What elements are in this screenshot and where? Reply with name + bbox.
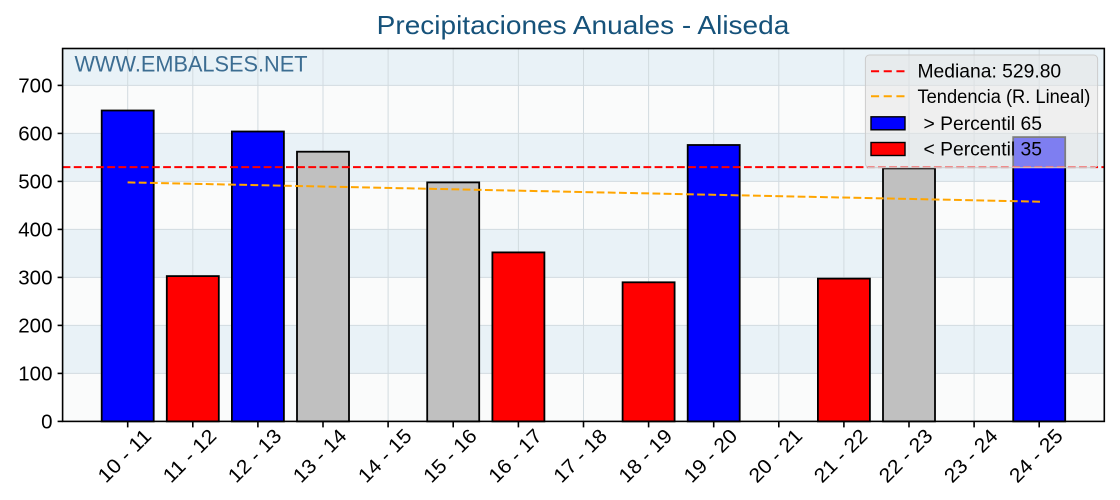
svg-text:400: 400	[18, 219, 52, 242]
svg-text:> Percentil 65: > Percentil 65	[924, 114, 1042, 135]
svg-text:500: 500	[18, 171, 52, 194]
svg-text:100: 100	[18, 363, 52, 386]
svg-text:Precipitaciones Anuales - Alis: Precipitaciones Anuales - Aliseda	[377, 10, 790, 40]
svg-text:WWW.EMBALSES.NET: WWW.EMBALSES.NET	[75, 51, 308, 76]
svg-text:0: 0	[41, 411, 52, 434]
svg-text:Tendencia (R. Lineal): Tendencia (R. Lineal)	[918, 87, 1091, 108]
svg-text:< Percentil 35: < Percentil 35	[924, 140, 1042, 161]
svg-text:200: 200	[18, 315, 52, 338]
svg-text:700: 700	[18, 75, 52, 98]
svg-text:600: 600	[18, 123, 52, 146]
svg-text:Mediana: 529.80: Mediana: 529.80	[918, 62, 1062, 83]
svg-text:300: 300	[18, 267, 52, 290]
